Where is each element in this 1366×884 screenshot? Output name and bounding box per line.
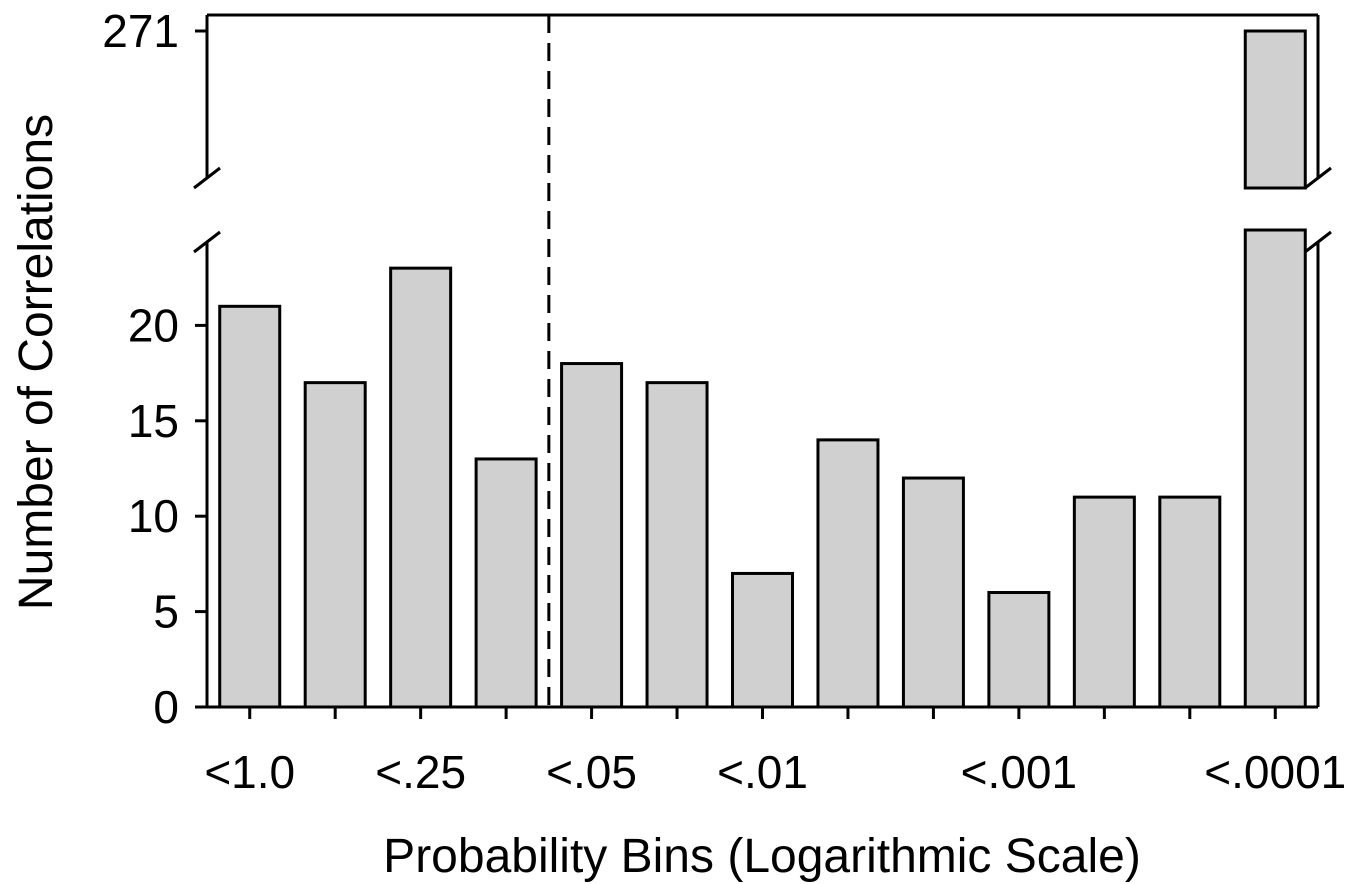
tick-labels: 0 5 10 15 20 271 <1.0 <.25 <.05 <.01 <.001 <.0001: [102, 5, 1346, 798]
bar: [560, 362, 624, 709]
x-tick-label: <.25: [375, 746, 466, 798]
axis-break-mark: [193, 166, 221, 190]
axis-break-mark: [1304, 166, 1332, 190]
bar: [731, 571, 794, 709]
bars: [218, 29, 1307, 709]
axis-break-mark: [193, 230, 221, 254]
ticks: [195, 29, 1277, 719]
bar-lower-segment: [1243, 228, 1307, 709]
bar: [901, 476, 965, 709]
bar: [987, 591, 1051, 709]
bar: [645, 381, 709, 709]
x-axis-title: Probability Bins (Logarithmic Scale): [383, 830, 1141, 883]
bar-upper-segment: [1243, 29, 1307, 190]
x-tick-label: <.05: [546, 746, 637, 798]
y-tick-label: 0: [153, 681, 179, 733]
y-tick-label: 20: [128, 299, 179, 351]
bar: [1072, 495, 1136, 709]
bar: [816, 438, 880, 709]
bar: [303, 381, 367, 709]
y-tick-label: 5: [153, 586, 179, 638]
y-tick-label-upper: 271: [102, 5, 179, 57]
y-tick-label: 15: [128, 395, 179, 447]
x-tick-label: <.001: [961, 746, 1077, 798]
bar: [1158, 495, 1222, 709]
x-tick-label: <.01: [717, 746, 808, 798]
x-tick-label: <.0001: [1204, 746, 1346, 798]
y-axis-title: Number of Correlations: [10, 114, 63, 610]
bar: [474, 457, 538, 709]
axis-break-mark: [1304, 230, 1332, 254]
x-tick-label: <1.0: [204, 746, 295, 798]
y-tick-label: 10: [128, 490, 179, 542]
bar: [389, 266, 453, 709]
bar: [218, 304, 282, 709]
